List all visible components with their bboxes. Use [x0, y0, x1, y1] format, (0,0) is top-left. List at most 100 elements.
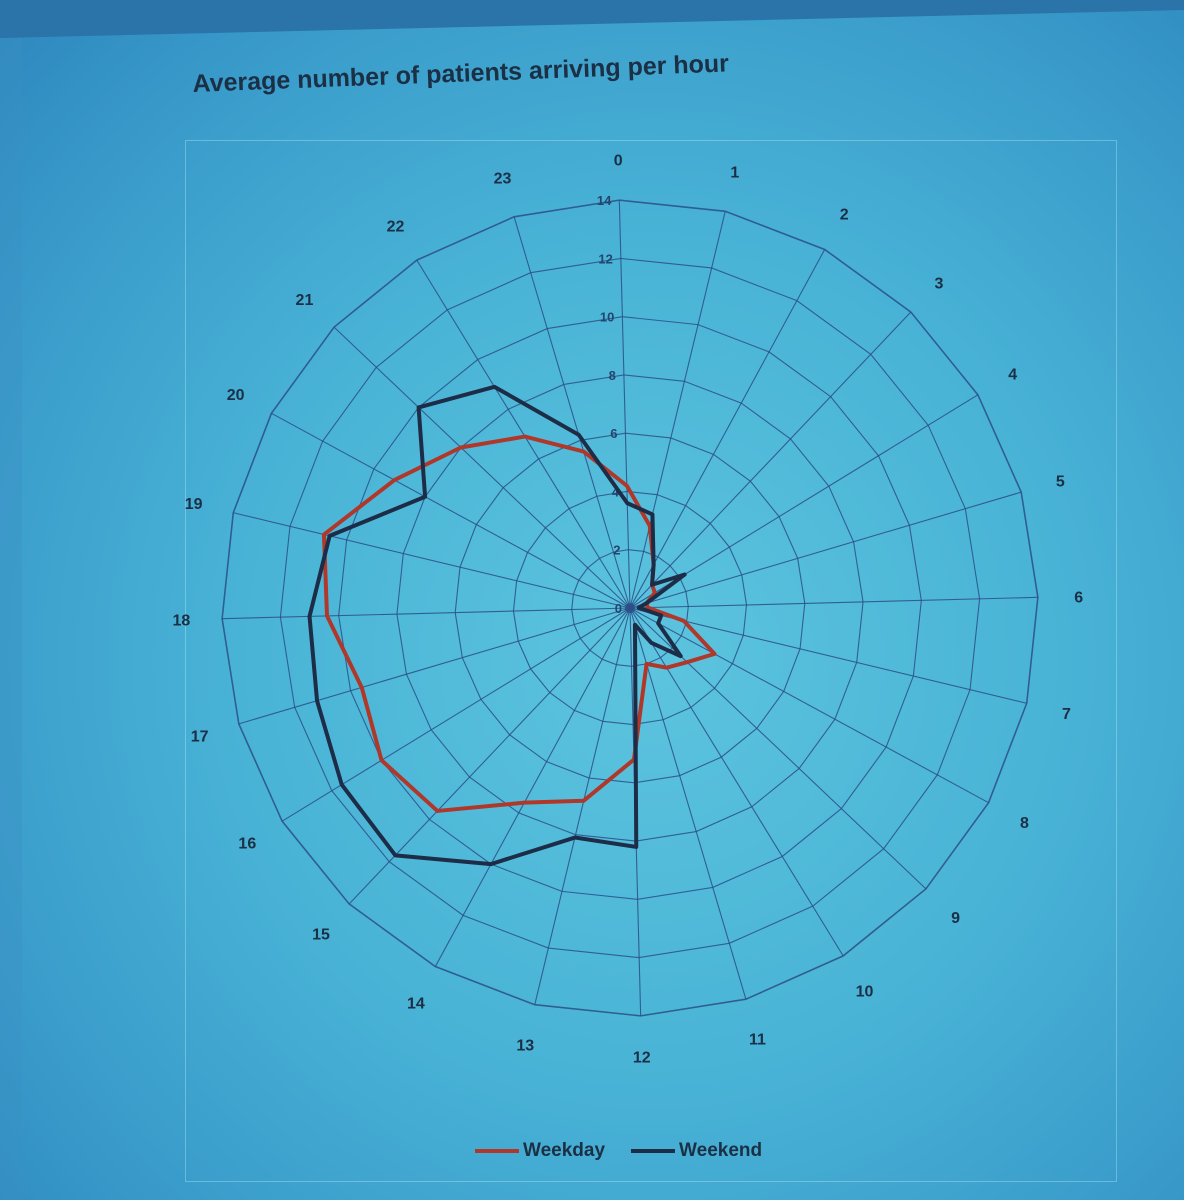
- data-point-weekday: [523, 434, 527, 439]
- data-point-weekend: [636, 605, 641, 610]
- grid-spoke: [629, 211, 726, 609]
- grid-spoke: [618, 200, 631, 609]
- data-point-weekday: [459, 445, 463, 450]
- hour-label: 10: [856, 984, 874, 1001]
- grid-spoke: [222, 607, 631, 620]
- data-point-weekday: [522, 800, 527, 805]
- grid-spoke: [629, 491, 1022, 609]
- data-point-weekend: [678, 654, 683, 658]
- series-line-weekday: [321, 434, 717, 813]
- data-point-weekday: [664, 665, 669, 670]
- data-point-weekend: [573, 835, 577, 840]
- grid-spoke: [629, 311, 912, 609]
- radial-tick-label: 6: [610, 426, 617, 441]
- data-point-weekday: [624, 483, 629, 488]
- hour-label: 5: [1056, 474, 1065, 491]
- data-point-weekend: [625, 501, 630, 505]
- hour-label: 9: [951, 910, 960, 927]
- hour-label: 23: [494, 171, 512, 188]
- data-point-weekday: [322, 532, 326, 537]
- data-point-weekend: [650, 582, 654, 587]
- data-point-weekday: [647, 524, 652, 528]
- hour-label: 3: [934, 275, 943, 292]
- grid-spoke: [629, 596, 1038, 609]
- data-point-weekday: [581, 798, 586, 803]
- hour-label: 12: [633, 1050, 651, 1067]
- data-point-weekend: [644, 601, 649, 605]
- radial-tick-labels: 0 2 4 6 8 10 12 14: [597, 193, 622, 616]
- radial-tick-label: 10: [600, 310, 614, 325]
- radial-tick-label: 12: [598, 251, 612, 266]
- data-point-weekend: [656, 621, 660, 626]
- radial-tick-label: 4: [612, 484, 620, 499]
- hour-label: 13: [516, 1037, 534, 1054]
- data-point-weekend: [339, 782, 344, 787]
- grid-spoke: [416, 259, 631, 609]
- legend-item-weekend: Weekend: [631, 1140, 762, 1162]
- hour-label: 15: [312, 927, 330, 944]
- hour-label: 22: [387, 218, 405, 235]
- data-point-weekend: [682, 572, 687, 577]
- data-point-weekend: [633, 622, 637, 627]
- data-point-weekend: [650, 512, 655, 517]
- legend-swatch-weekend: [631, 1149, 676, 1153]
- data-point-weekend: [492, 385, 497, 389]
- grid-spoke: [271, 412, 631, 609]
- grid-spoke: [534, 607, 631, 1005]
- hour-label: 20: [227, 387, 245, 404]
- hour-label: 7: [1062, 706, 1071, 723]
- grid-spoke: [348, 607, 631, 905]
- data-point-weekday: [685, 660, 689, 664]
- plot-area-frame: [185, 140, 1117, 1182]
- center-hub: [625, 603, 635, 613]
- data-point-weekday: [392, 478, 397, 482]
- data-point-weekend: [651, 562, 656, 567]
- hour-label: 11: [749, 1031, 766, 1048]
- data-point-weekend: [315, 698, 319, 703]
- data-point-weekend: [423, 494, 427, 499]
- hour-label: 8: [1020, 815, 1029, 832]
- grid-spoke: [238, 607, 631, 725]
- hour-label: 14: [407, 995, 425, 1012]
- hour-label: 21: [296, 292, 314, 309]
- grid-spoke: [281, 607, 631, 822]
- data-point-weekday: [359, 685, 364, 690]
- series-lines: [307, 384, 717, 867]
- data-point-weekday: [325, 614, 329, 618]
- legend-label-weekday: Weekday: [523, 1140, 606, 1161]
- grid-spoke: [629, 607, 747, 1000]
- grid-spoke: [513, 216, 631, 609]
- hour-label: 4: [1008, 367, 1017, 384]
- data-point-weekday: [581, 449, 586, 454]
- radial-tick-label: 0: [615, 601, 622, 616]
- hour-label: 0: [614, 152, 623, 169]
- data-point-weekday: [712, 652, 717, 656]
- legend-item-weekday: Weekday: [475, 1140, 605, 1162]
- data-point-weekend: [307, 614, 312, 619]
- data-point-weekend: [327, 534, 332, 538]
- hour-label: 17: [191, 728, 209, 745]
- data-point-weekday: [435, 809, 440, 813]
- radial-tick-label: 14: [597, 193, 612, 208]
- grid-spoke: [629, 249, 826, 609]
- data-point-weekend: [634, 845, 639, 849]
- data-point-weekday: [653, 590, 657, 595]
- grid-spoke: [629, 607, 1027, 704]
- data-point-weekday: [644, 662, 649, 666]
- data-point-weekend: [659, 613, 663, 618]
- legend: Weekday Weekend: [475, 1140, 762, 1162]
- hour-label: 6: [1074, 589, 1083, 606]
- data-point-weekend: [393, 853, 398, 858]
- legend-label-weekend: Weekend: [679, 1140, 763, 1161]
- data-point-weekend: [416, 405, 421, 410]
- legend-swatch-weekday: [475, 1149, 519, 1153]
- hour-label: 19: [185, 496, 203, 513]
- data-point-weekday: [682, 619, 686, 623]
- data-point-weekday: [379, 758, 384, 763]
- grid-spoke: [629, 607, 844, 957]
- data-point-weekend: [576, 432, 581, 437]
